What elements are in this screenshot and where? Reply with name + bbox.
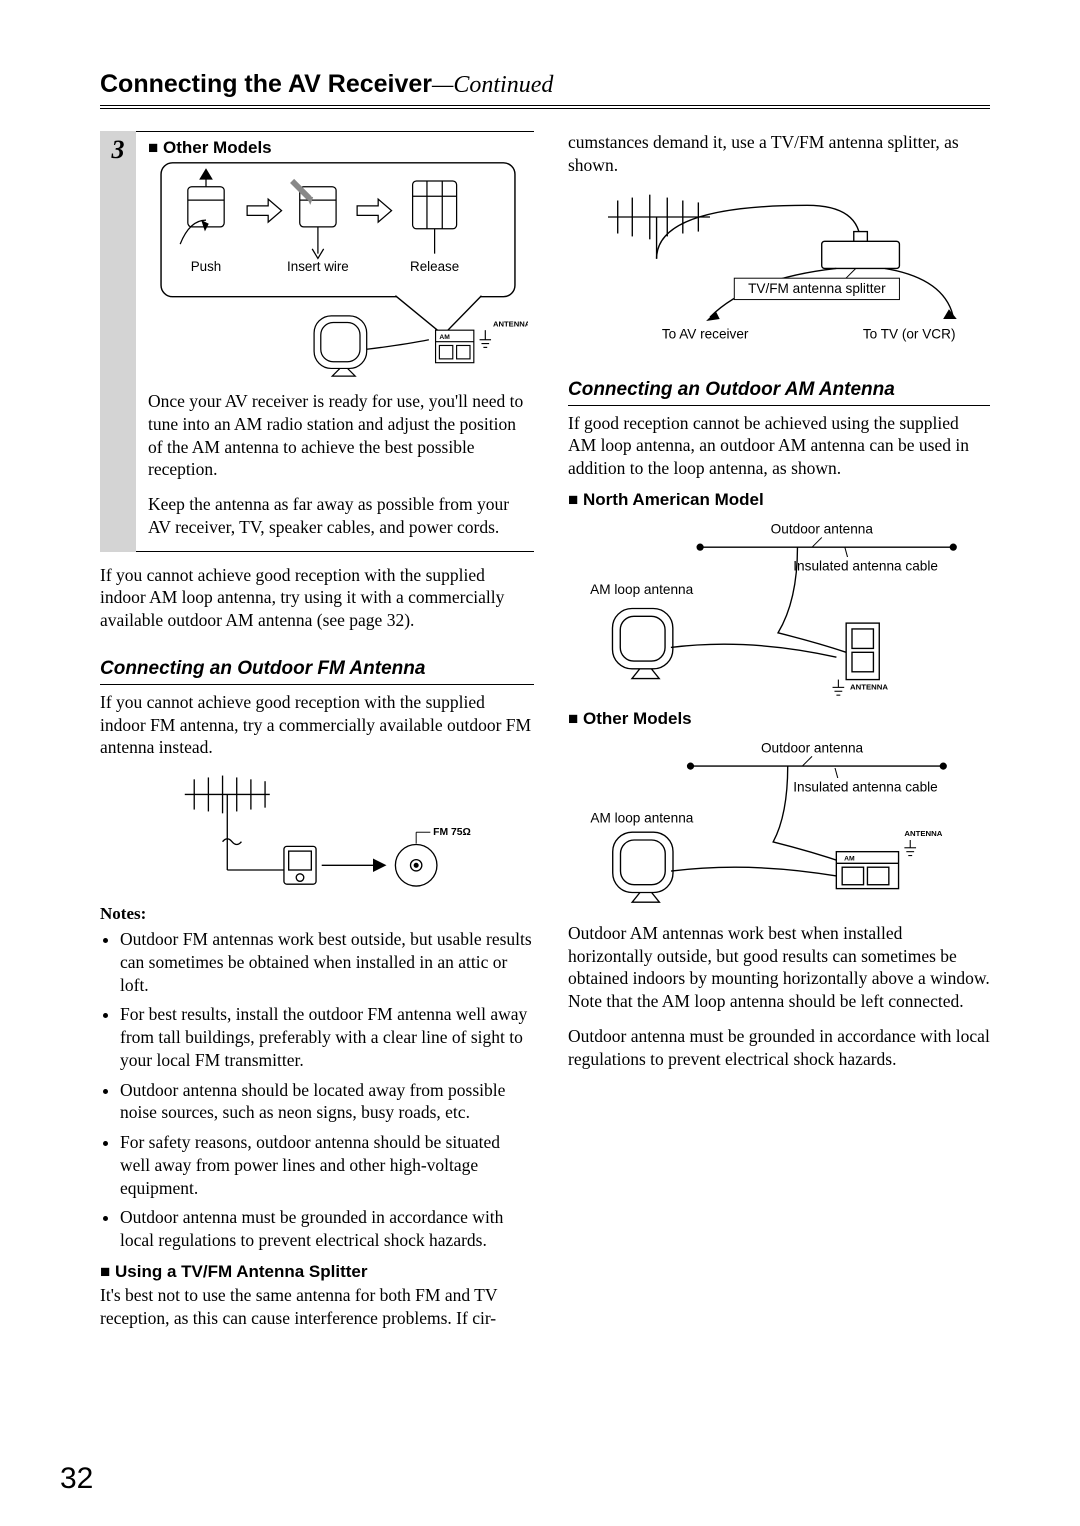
- note-item: Outdoor antenna must be grounded in acco…: [120, 1206, 534, 1252]
- fm-p1: If you cannot achieve good reception wit…: [100, 691, 534, 759]
- step-p1: Once your AV receiver is ready for use, …: [148, 390, 528, 481]
- loop-label: AM loop antenna: [590, 582, 693, 597]
- fm-antenna-figure: FM 75Ω: [100, 765, 534, 890]
- push-label: Push: [191, 259, 222, 274]
- content-columns: 3 Other Models: [100, 131, 990, 1329]
- step-3-block: 3 Other Models: [100, 131, 534, 552]
- other-models-heading-2: Other Models: [568, 709, 990, 729]
- note-item: Outdoor FM antennas work best outside, b…: [120, 928, 534, 996]
- insulated-label: Insulated antenna cable: [793, 558, 938, 573]
- notes-title: Notes:: [100, 904, 534, 924]
- splitter-heading: Using a TV/FM Antenna Splitter: [100, 1262, 534, 1282]
- fm-75-label: FM 75Ω: [433, 827, 471, 838]
- notes-list: Outdoor FM antennas work best outside, b…: [100, 928, 534, 1252]
- to-tv-label: To TV (or VCR): [863, 326, 956, 341]
- am-p3: Outdoor antenna must be grounded in acco…: [568, 1025, 990, 1071]
- outdoor-label-2: Outdoor antenna: [761, 740, 864, 755]
- am-tiny-2: AM: [844, 855, 855, 862]
- page: Connecting the AV Receiver—Continued 3 O…: [0, 0, 1080, 1369]
- splitter-box-label: TV/FM antenna splitter: [748, 280, 886, 295]
- step-number: 3: [100, 131, 136, 552]
- note-item: Outdoor antenna should be located away f…: [120, 1079, 534, 1125]
- antenna-tiny: ANTENNA: [850, 682, 888, 691]
- page-number: 32: [60, 1462, 93, 1496]
- am-na-figure: Outdoor antenna Insulated antenna cable …: [568, 516, 990, 701]
- page-header: Connecting the AV Receiver—Continued: [100, 70, 990, 109]
- am-p1: If good reception cannot be achieved usi…: [568, 412, 990, 480]
- step-p2: Keep the antenna as far away as possible…: [148, 493, 528, 539]
- release-label: Release: [410, 259, 459, 274]
- note-item: For safety reasons, outdoor antenna shou…: [120, 1131, 534, 1199]
- splitter-p: It's best not to use the same antenna fo…: [100, 1284, 534, 1330]
- insert-label: Insert wire: [287, 259, 349, 274]
- page-title-continued: —Continued: [432, 72, 553, 98]
- svg-text:\: \: [834, 766, 838, 781]
- note-item: For best results, install the outdoor FM…: [120, 1003, 534, 1071]
- am-section-heading: Connecting an Outdoor AM Antenna: [568, 379, 990, 406]
- am-other-figure: Outdoor antenna Insulated antenna cable …: [568, 735, 990, 910]
- other-models-heading: Other Models: [148, 138, 528, 158]
- insulated-label-2: Insulated antenna cable: [793, 779, 938, 794]
- step-body: Other Models: [136, 131, 534, 552]
- am-label-tiny: AM: [439, 334, 450, 341]
- splitter-figure: TV/FM antenna splitter To AV receiver To…: [568, 183, 990, 353]
- loop-label-2: AM loop antenna: [590, 810, 693, 825]
- right-column: cumstances demand it, use a TV/FM antenn…: [568, 131, 990, 1329]
- north-american-heading: North American Model: [568, 490, 990, 510]
- antenna-label-tiny: ANTENNA: [493, 319, 528, 328]
- left-column: 3 Other Models: [100, 131, 534, 1329]
- am-p2: Outdoor AM antennas work best when insta…: [568, 922, 990, 1013]
- push-insert-release-figure: Push Insert wire Release: [148, 158, 528, 378]
- outdoor-label: Outdoor antenna: [771, 521, 874, 536]
- right-top-p: cumstances demand it, use a TV/FM antenn…: [568, 131, 990, 177]
- antenna-tiny-2: ANTENNA: [904, 829, 942, 838]
- to-av-label: To AV receiver: [662, 326, 749, 341]
- after-step-p: If you cannot achieve good reception wit…: [100, 564, 534, 632]
- page-title: Connecting the AV Receiver: [100, 70, 432, 98]
- fm-section-heading: Connecting an Outdoor FM Antenna: [100, 658, 534, 685]
